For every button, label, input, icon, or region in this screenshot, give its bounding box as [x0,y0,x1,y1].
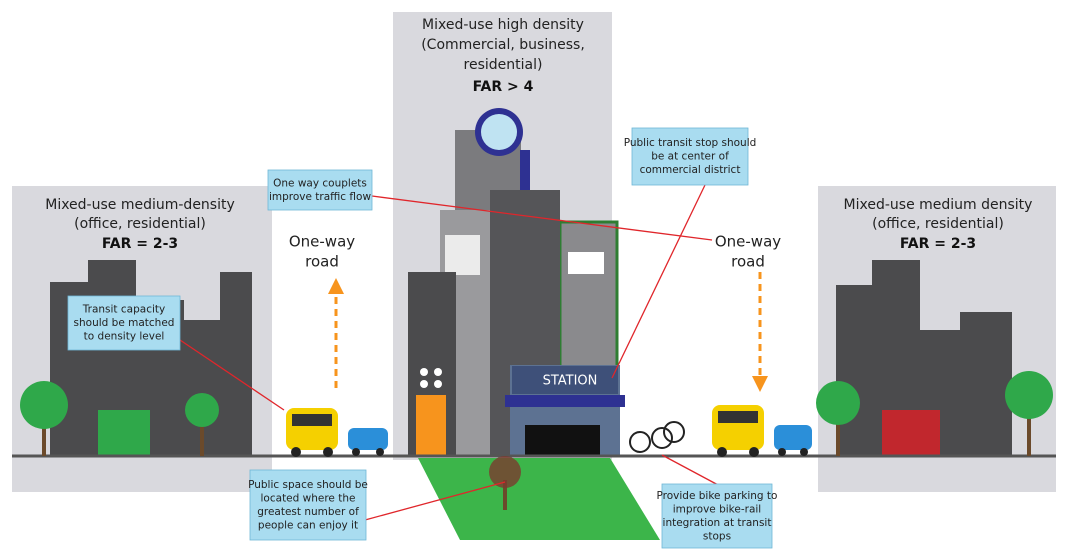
station-door [525,425,600,455]
callout-text: Public space should be [248,479,368,491]
callout-text: integration at transit [663,517,772,529]
callout-box [631,127,749,186]
park [418,458,660,540]
zone-text: (Commercial, business, [421,37,585,53]
callout-text: greatest number of [257,506,359,518]
zone-far: FAR > 4 [473,79,534,95]
zone-far: FAR = 2-3 [900,236,976,252]
callout-text: commercial district [640,164,741,176]
callout-text: improve bike-rail [673,503,761,515]
direction-arrows [328,272,768,392]
zone-text: (office, residential) [872,216,1004,232]
callout-text: people can enjoy it [258,519,358,531]
callout-text: should be matched [74,317,175,329]
zone-text: residential) [464,57,543,73]
callout-box [267,169,373,211]
station-roof [505,395,625,407]
road-label: One-way [715,233,781,251]
callout-text: Transit capacity [82,304,165,316]
callout-text: One way couplets [273,177,367,189]
connectors [179,184,721,521]
station-label: STATION [543,374,598,389]
road-label: road [731,253,765,271]
right-buildings [836,260,1012,455]
zone-text: Mixed-use medium-density [45,197,235,213]
road-label: road [305,253,339,271]
callout-text: to density level [84,331,165,343]
callout-text: Provide bike parking to [657,490,778,502]
road-label: One-way [289,233,355,251]
callout-text: located where the [261,492,356,504]
callout-box [661,483,773,549]
vehicles [286,405,812,457]
callout-text: Public transit stop should [624,137,757,149]
callout-box [249,469,367,541]
callout-text: be at center of [651,151,729,163]
zone-text: Mixed-use high density [422,17,584,33]
callout-box [67,295,181,351]
callout-text: stops [703,530,731,542]
zone-text: (office, residential) [74,216,206,232]
zone-far: FAR = 2-3 [102,236,178,252]
station-sign [512,366,618,394]
callouts: One way couplets improve traffic flow Tran… [67,127,778,549]
callout-text: improve traffic flow [269,191,372,203]
trees [20,371,1053,510]
zone-text: Mixed-use medium density [844,197,1033,213]
